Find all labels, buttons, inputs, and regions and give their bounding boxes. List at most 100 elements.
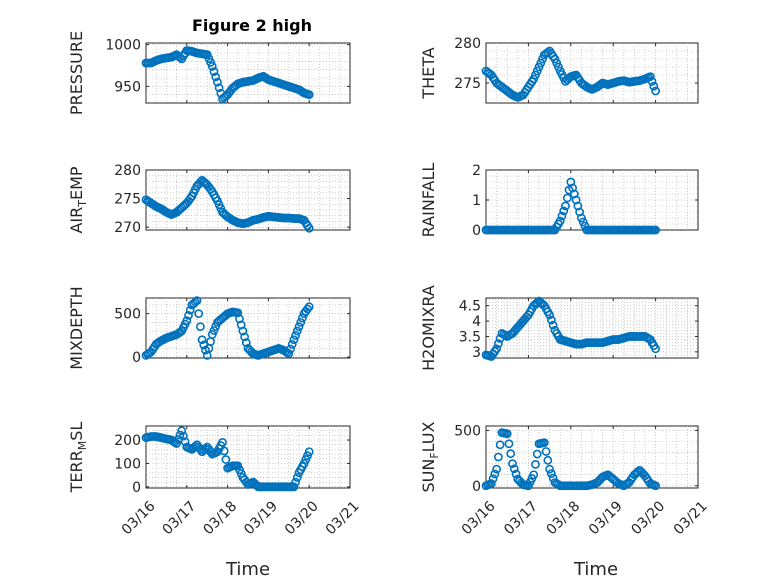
data-point bbox=[287, 339, 297, 349]
subplot-5: 0 500 MIXDEPTH bbox=[67, 286, 351, 370]
data-point bbox=[195, 322, 205, 332]
data-point bbox=[209, 67, 219, 77]
data-point bbox=[240, 332, 249, 342]
data-point bbox=[218, 437, 227, 447]
data-point bbox=[493, 452, 503, 462]
data-point bbox=[504, 439, 514, 449]
series-points bbox=[141, 46, 314, 104]
y-tick-label: 0 bbox=[472, 223, 481, 239]
data-point bbox=[488, 474, 498, 484]
data-point bbox=[557, 211, 567, 221]
data-point bbox=[296, 317, 306, 327]
y-tick-label: 950 bbox=[114, 79, 141, 95]
data-point bbox=[578, 217, 588, 227]
data-point bbox=[212, 77, 222, 87]
data-point bbox=[532, 298, 542, 308]
data-point bbox=[192, 296, 202, 306]
data-point bbox=[562, 193, 572, 203]
subplot-2: 275 280 THETA bbox=[419, 36, 699, 104]
data-point bbox=[185, 305, 195, 315]
series-points bbox=[481, 296, 660, 361]
subplot-6: 33.544.5 H2OMIXRA bbox=[419, 285, 699, 371]
data-point bbox=[577, 213, 586, 223]
data-point bbox=[651, 344, 660, 354]
data-point bbox=[509, 464, 519, 474]
y-tick-label: 4 bbox=[472, 314, 481, 330]
data-point bbox=[207, 61, 217, 71]
series-points bbox=[141, 175, 314, 233]
data-point bbox=[546, 469, 556, 479]
y-axis-label: THETA bbox=[419, 47, 438, 99]
data-point bbox=[289, 335, 299, 345]
y-tick-label: 270 bbox=[114, 220, 141, 236]
data-point bbox=[554, 62, 563, 72]
data-point bbox=[297, 313, 307, 323]
data-point bbox=[508, 459, 517, 469]
data-point bbox=[645, 72, 655, 81]
subplot-1: 950 1000 PRESSURE bbox=[67, 31, 351, 115]
y-axis-label: PRESSURE bbox=[67, 31, 86, 115]
data-point bbox=[190, 297, 200, 307]
data-point bbox=[536, 58, 546, 68]
data-point bbox=[545, 464, 554, 474]
data-point bbox=[291, 330, 300, 340]
data-point bbox=[548, 320, 558, 330]
data-point bbox=[286, 344, 295, 354]
data-point bbox=[178, 431, 188, 441]
data-point bbox=[555, 216, 565, 226]
y-tick-label: 0 bbox=[132, 480, 141, 496]
data-point bbox=[502, 429, 512, 439]
series-points bbox=[481, 428, 660, 491]
y-tick-label: 275 bbox=[454, 76, 481, 92]
y-tick-label: 500 bbox=[454, 423, 481, 439]
data-point bbox=[539, 438, 549, 448]
data-point bbox=[292, 326, 302, 336]
data-point bbox=[172, 439, 181, 448]
y-tick-label: 200 bbox=[114, 433, 141, 449]
data-point bbox=[529, 470, 539, 480]
data-point bbox=[651, 225, 660, 235]
data-point bbox=[550, 54, 560, 64]
data-point bbox=[294, 322, 304, 332]
data-point bbox=[531, 459, 540, 469]
data-point bbox=[182, 316, 192, 326]
data-point bbox=[304, 447, 314, 457]
data-point bbox=[531, 70, 540, 80]
data-point bbox=[492, 344, 501, 354]
data-point bbox=[552, 58, 562, 68]
data-point bbox=[532, 449, 542, 459]
subplot-3: 270 275 280 AIRTEMP bbox=[67, 163, 351, 236]
data-point bbox=[194, 309, 204, 319]
data-point bbox=[304, 223, 314, 233]
data-point bbox=[177, 426, 187, 436]
y-tick-label: 100 bbox=[114, 456, 141, 472]
data-point bbox=[490, 469, 500, 479]
data-point bbox=[493, 339, 503, 349]
y-axis-label: H2OMIXRA bbox=[419, 285, 438, 371]
y-axis-label: SUNFLUX bbox=[419, 421, 441, 492]
series-points bbox=[141, 296, 314, 360]
data-point bbox=[284, 349, 294, 359]
x-axis-label: Time bbox=[225, 559, 270, 580]
data-point bbox=[209, 326, 219, 335]
data-point bbox=[291, 477, 300, 487]
series-points bbox=[481, 46, 660, 102]
y-tick-label: 0 bbox=[132, 350, 141, 366]
data-point bbox=[486, 479, 496, 488]
data-point bbox=[633, 467, 643, 477]
data-point bbox=[184, 310, 193, 320]
data-point bbox=[534, 62, 544, 72]
y-axis-label: TERRMSL bbox=[67, 422, 89, 494]
y-tick-label: 275 bbox=[114, 192, 141, 208]
series-points bbox=[481, 177, 660, 235]
data-point bbox=[211, 72, 221, 82]
data-point bbox=[651, 86, 660, 96]
y-tick-label: 2 bbox=[472, 163, 481, 179]
data-point bbox=[561, 201, 570, 211]
data-point bbox=[219, 446, 229, 456]
data-point bbox=[492, 464, 501, 474]
data-point bbox=[241, 338, 251, 348]
y-tick-label: 3.5 bbox=[459, 329, 481, 345]
data-point bbox=[529, 74, 539, 84]
